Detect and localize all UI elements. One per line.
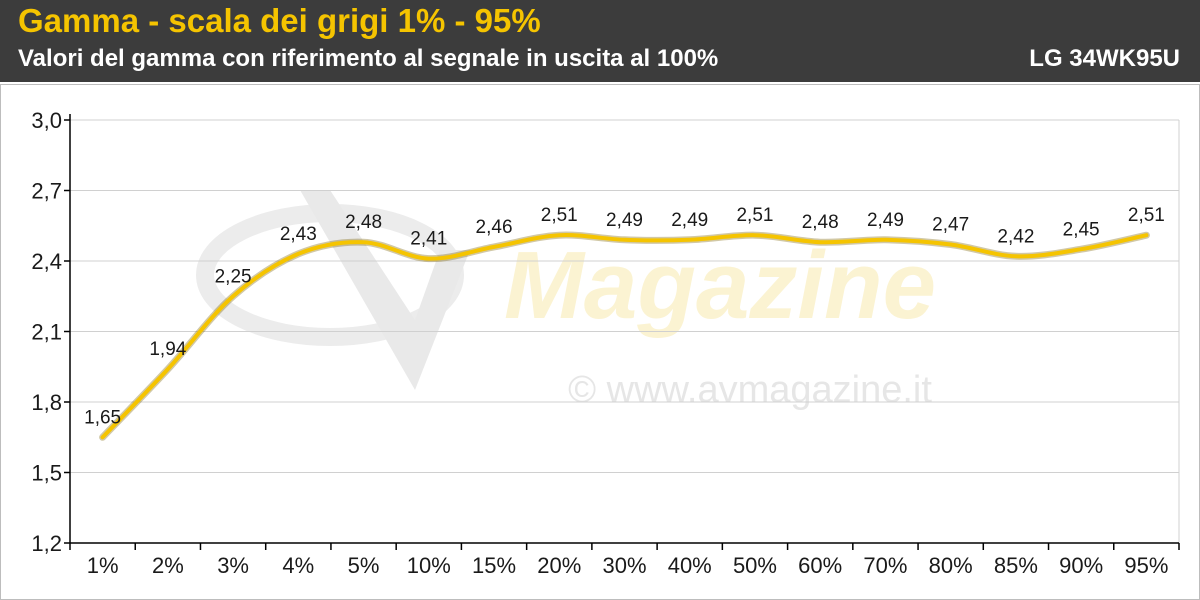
x-tick-label: 30%: [602, 553, 646, 578]
chart-header: Gamma - scala dei grigi 1% - 95% Valori …: [0, 0, 1200, 82]
x-tick-label: 15%: [472, 553, 516, 578]
x-tick-label: 3%: [217, 553, 249, 578]
x-tick-label: 95%: [1124, 553, 1168, 578]
data-label: 2,45: [1063, 219, 1100, 240]
y-axis-ticks: 1,2 1,5 1,8 2,1 2,4 2,7 3,0: [31, 108, 70, 556]
data-label: 2,47: [932, 215, 969, 236]
data-label: 2,49: [606, 210, 643, 231]
data-label: 2,48: [345, 212, 382, 233]
data-label: 2,43: [280, 224, 317, 245]
axes: [69, 114, 1179, 544]
y-tick-label: 2,1: [31, 320, 62, 345]
data-label: 2,51: [541, 205, 578, 226]
data-label: 2,46: [476, 217, 513, 238]
data-labels: 1,65 1,94 2,25 2,43 2,48 2,41 2,46 2,51 2,49 2,49…: [84, 205, 1165, 428]
x-tick-label: 90%: [1059, 553, 1103, 578]
x-tick-label: 85%: [994, 553, 1038, 578]
grid-lines: [70, 119, 1180, 543]
series-layer: [99, 231, 1150, 441]
x-tick-label: 1%: [87, 553, 119, 578]
y-tick-label: 1,5: [31, 461, 62, 486]
y-tick-label: 1,8: [31, 390, 62, 415]
data-label: 2,41: [410, 229, 447, 250]
x-tick-label: 40%: [668, 553, 712, 578]
y-tick-label: 3,0: [31, 108, 62, 133]
watermark-logo-text: Magazine: [504, 232, 936, 339]
y-tick-label: 2,7: [31, 179, 62, 204]
data-label: 2,49: [867, 210, 904, 231]
series-line: [100, 233, 1149, 440]
data-label: 1,94: [149, 339, 186, 360]
data-label: 1,65: [84, 407, 121, 428]
y-tick-label: 1,2: [31, 531, 62, 556]
data-label: 2,51: [736, 205, 773, 226]
watermark: Magazine © www.avmagazine.it: [196, 190, 936, 411]
data-label: 2,42: [997, 226, 1034, 247]
x-tick-label: 70%: [863, 553, 907, 578]
y-tick-label: 2,4: [31, 249, 62, 274]
x-tick-label: 4%: [282, 553, 314, 578]
watermark-url: © www.avmagazine.it: [568, 369, 932, 411]
monitor-model: LG 34WK95U: [1029, 45, 1180, 72]
x-tick-label: 10%: [407, 553, 451, 578]
chart-title: Gamma - scala dei grigi 1% - 95%: [18, 2, 541, 39]
x-tick-label: 50%: [733, 553, 777, 578]
x-tick-label: 20%: [537, 553, 581, 578]
x-tick-label: 2%: [152, 553, 184, 578]
chart-subtitle: Valori del gamma con riferimento al segn…: [18, 45, 719, 72]
data-label: 2,25: [215, 266, 252, 287]
data-label: 2,49: [671, 210, 708, 231]
data-label: 2,51: [1128, 205, 1165, 226]
x-tick-label: 80%: [929, 553, 973, 578]
data-label: 2,48: [802, 212, 839, 233]
watermark-av-mark: [300, 190, 470, 390]
x-tick-label: 5%: [348, 553, 380, 578]
x-axis-ticks: 1% 2% 3% 4% 5% 10% 15% 20% 30% 40% 50% 60% 70% 80% 85%…: [69, 543, 1180, 578]
x-tick-label: 60%: [798, 553, 842, 578]
